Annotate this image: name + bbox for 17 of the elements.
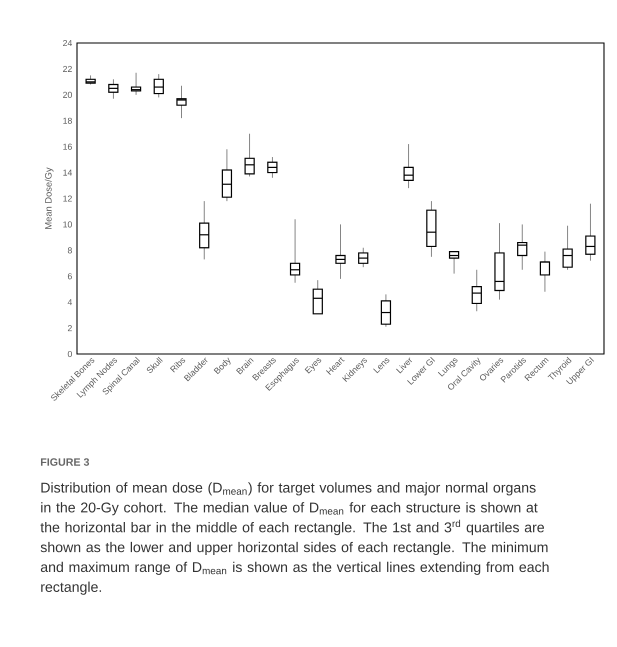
y-tick-label: 8	[68, 247, 72, 254]
y-tick-label: 24	[63, 40, 72, 46]
y-tick-label: 0	[68, 350, 72, 358]
y-tick-label: 4	[68, 299, 72, 306]
y-tick-label: 16	[63, 144, 72, 150]
y-tick-label: 20	[63, 92, 72, 98]
y-tick-label: 22	[63, 66, 72, 72]
caption: FIGURE 3	[40, 458, 90, 466]
text: Distribution of mean dose (D$_{mean}$) for target volumes and major normal organs in the 20-Gy cohort. The median value of D$_{mean}$ for each structure is shown at the horizontal bar in the middle of each rectangle. The 1st and 3$^{rd}$ quartiles are shown as the lower and upper horizontal sides of each rectangle. The minimum and maximum range of D$_{mean}$ is shown as the vertical lines extending from each rectangle.	[40, 482, 549, 595]
y-tick-label: 6	[68, 273, 72, 280]
y-tick-label: 14	[63, 170, 72, 176]
y-tick-label: 2	[68, 325, 72, 332]
y-tick-label: 18	[63, 118, 72, 124]
y-tick-label: 12	[63, 195, 72, 202]
y-axis-title: Mean Dose/Gy	[44, 167, 54, 229]
x-tick-label: Ribs	[170, 358, 186, 372]
y-tick-label: 10	[63, 221, 72, 228]
